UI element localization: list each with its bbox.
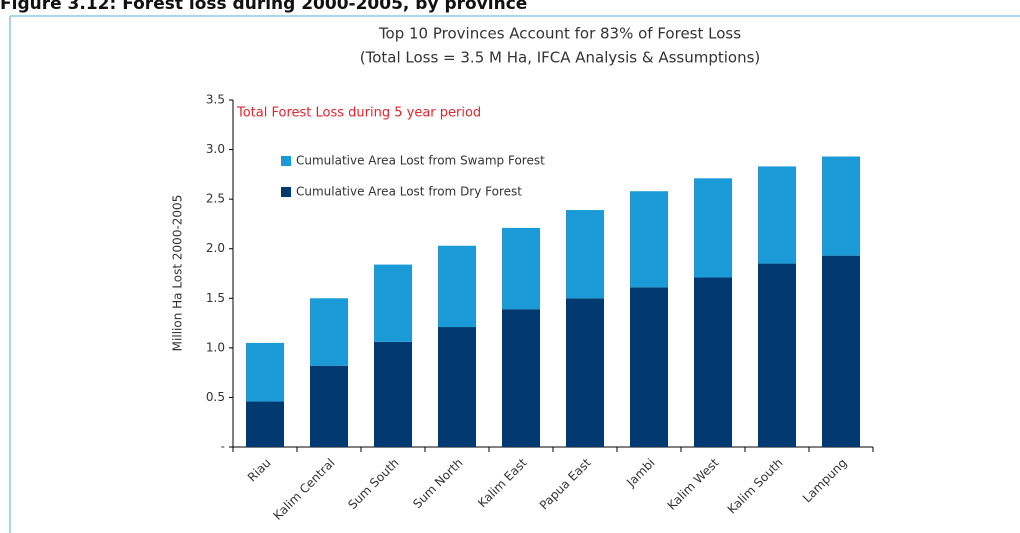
bar-segment: [694, 178, 732, 278]
bar-segment: [694, 277, 732, 447]
legend-swatch: [281, 187, 291, 197]
x-tick-label: Sum South: [345, 456, 401, 512]
bar-segment: [566, 298, 604, 447]
y-tick-label: 2.0: [206, 241, 225, 255]
y-tick-label: 2.5: [206, 192, 225, 206]
y-tick-label: 1.0: [206, 340, 225, 354]
y-axis-label: Million Ha Lost 2000-2005: [171, 195, 185, 352]
bar-segment: [822, 255, 860, 447]
x-tick-label: Lampung: [800, 456, 850, 506]
y-tick-label: 1.5: [206, 291, 225, 305]
bar-segment: [502, 309, 540, 447]
bar-segment: [246, 401, 284, 447]
bar-segment: [502, 227, 540, 310]
bar-segment: [438, 327, 476, 447]
chart-subtitle: (Total Loss = 3.5 M Ha, IFCA Analysis & …: [360, 49, 761, 67]
bar-segment: [630, 191, 668, 288]
x-tick-label: Sum North: [410, 456, 465, 511]
chart-title: Top 10 Provinces Account for 83% of Fore…: [378, 25, 741, 43]
x-tick-label: Papua East: [537, 455, 594, 512]
x-tick-label: Kalim West: [665, 455, 722, 512]
x-tick-label: Kalim Central: [270, 456, 337, 523]
annotation: Total Forest Loss during 5 year period: [236, 106, 481, 121]
x-tick-label: Kalim South: [725, 456, 786, 517]
figure-header: Figure 3.12: Forest loss during 2000-200…: [0, 0, 527, 14]
bar-segment: [310, 365, 348, 447]
bar-segment: [758, 166, 796, 264]
x-tick-label: Jambi: [623, 456, 657, 490]
bar-segment: [438, 245, 476, 328]
y-tick-label: 0.5: [206, 390, 225, 404]
legend-label: Cumulative Area Lost from Dry Forest: [296, 185, 522, 199]
bar-segment: [566, 210, 604, 299]
bar-segment: [758, 263, 796, 447]
x-tick-label: Kalim East: [475, 455, 530, 510]
bar-segment: [246, 342, 284, 402]
bar-segment: [630, 287, 668, 447]
y-tick-label: -: [221, 440, 225, 454]
legend-label: Cumulative Area Lost from Swamp Forest: [296, 154, 545, 168]
x-tick-label: Riau: [245, 456, 274, 485]
bar-segment: [310, 298, 348, 366]
y-tick-label: 3.0: [206, 142, 225, 156]
y-tick-label: 3.5: [206, 93, 225, 107]
bar-segment: [374, 341, 412, 447]
bar-segment: [822, 156, 860, 256]
bar-segment: [374, 264, 412, 342]
legend-swatch: [281, 156, 291, 166]
